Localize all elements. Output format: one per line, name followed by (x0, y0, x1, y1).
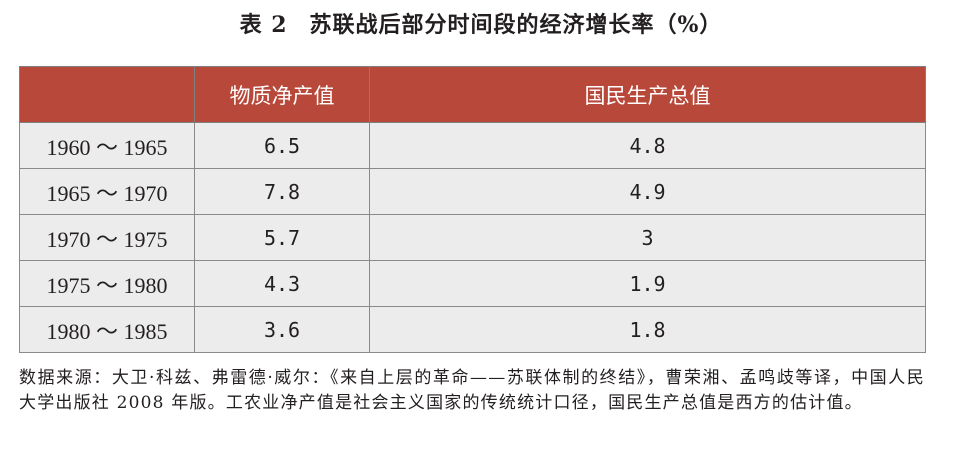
table-row: 1970 ～ 1975 5.7 3 (19, 214, 926, 261)
table-header-row: 物质净产值 国民生产总值 (19, 66, 926, 123)
data-table-container: 物质净产值 国民生产总值 1960 ～ 1965 6.5 4.8 1965 ～ … (19, 66, 926, 353)
gnp-cell: 4.8 (369, 122, 926, 169)
period-cell: 1980 ～ 1985 (19, 306, 195, 353)
table-label: 表 2 (239, 12, 288, 38)
nmp-cell: 6.5 (194, 122, 370, 169)
table-row: 1960 ～ 1965 6.5 4.8 (19, 122, 926, 169)
table-row: 1965 ～ 1970 7.8 4.9 (19, 168, 926, 215)
period-cell: 1975 ～ 1980 (19, 260, 195, 307)
table-row: 1980 ～ 1985 3.6 1.8 (19, 306, 926, 353)
source-note: 数据来源：大卫·科兹、弗雷德·威尔：《来自上层的革命——苏联体制的终结》，曹荣湘… (19, 368, 925, 413)
nmp-cell: 3.6 (194, 306, 370, 353)
growth-rate-table: 物质净产值 国民生产总值 1960 ～ 1965 6.5 4.8 1965 ～ … (19, 66, 926, 353)
gnp-cell: 4.9 (369, 168, 926, 215)
header-gnp: 国民生产总值 (369, 66, 926, 123)
header-period (19, 66, 195, 123)
gnp-cell: 1.9 (369, 260, 926, 307)
period-cell: 1960 ～ 1965 (19, 122, 195, 169)
nmp-cell: 7.8 (194, 168, 370, 215)
header-nmp: 物质净产值 (194, 66, 370, 123)
period-cell: 1965 ～ 1970 (19, 168, 195, 215)
table-caption: 苏联战后部分时间段的经济增长率（%） (309, 12, 723, 38)
table-row: 1975 ～ 1980 4.3 1.9 (19, 260, 926, 307)
gnp-cell: 1.8 (369, 306, 926, 353)
nmp-cell: 4.3 (194, 260, 370, 307)
table-title: 表 2 苏联战后部分时间段的经济增长率（%） (0, 10, 962, 40)
nmp-cell: 5.7 (194, 214, 370, 261)
period-cell: 1970 ～ 1975 (19, 214, 195, 261)
gnp-cell: 3 (369, 214, 926, 261)
